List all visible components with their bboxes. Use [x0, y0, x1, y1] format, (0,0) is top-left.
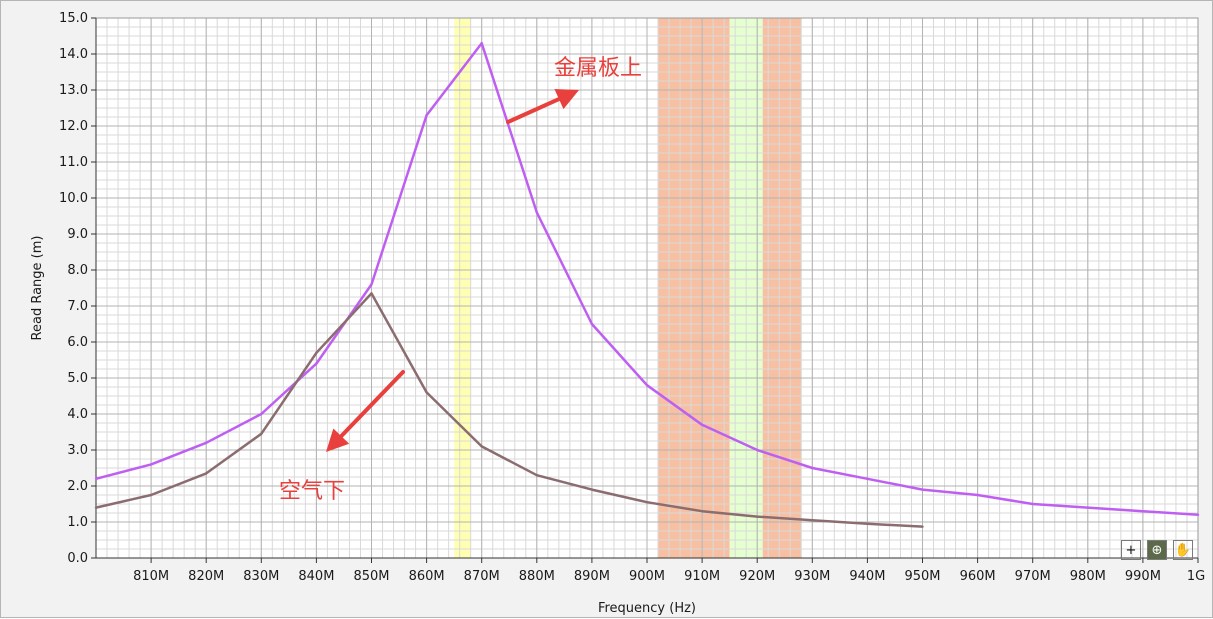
- series-1-point: [535, 211, 538, 214]
- series-2-point: [370, 292, 373, 295]
- series-1-point: [976, 493, 979, 497]
- tick-labels: 0.0 1.0 2.0 3.0 4.0 5.0 6.0 7.0 8.0 9.0 10.0 11.0 12…: [59, 11, 1205, 584]
- x-tick-label: 980M: [1070, 569, 1106, 584]
- series-2-point: [590, 488, 594, 491]
- x-tick-label: 950M: [904, 569, 940, 584]
- series-1-point: [205, 441, 208, 444]
- annotation-label-1: 金属板上: [554, 56, 642, 81]
- series-1-point: [1031, 502, 1034, 506]
- y-tick-label: 10.0: [59, 191, 88, 206]
- x-tick-label: 850M: [353, 569, 389, 584]
- series-1-point: [921, 488, 924, 491]
- annotation-label-2: 空气下: [279, 479, 345, 504]
- annotation-arrow-2-shaft: [339, 370, 405, 439]
- axes: [91, 17, 1199, 563]
- series-1-point: [645, 384, 649, 387]
- x-tick-label: 820M: [188, 569, 224, 584]
- y-tick-label: 13.0: [59, 83, 88, 98]
- series-1-point: [94, 477, 98, 480]
- series-1-point: [866, 477, 869, 480]
- x-tick-label: 810M: [133, 569, 169, 584]
- y-tick-label: 7.0: [67, 299, 88, 314]
- y-tick-label: 14.0: [59, 47, 88, 62]
- y-tick-label: 4.0: [67, 407, 88, 422]
- series-2-point: [645, 501, 649, 504]
- x-tick-label: 930M: [794, 569, 830, 584]
- y-tick-label: 0.0: [67, 551, 88, 566]
- series-2-point: [921, 525, 924, 528]
- series-1-point: [149, 463, 153, 466]
- series-1-point: [370, 283, 373, 286]
- series-1-point: [1196, 513, 1200, 516]
- series-1-point: [756, 448, 759, 452]
- y-tick-label: 8.0: [67, 263, 88, 278]
- crosshair-icon: +: [1125, 542, 1137, 558]
- y-tick-label: 6.0: [67, 335, 88, 350]
- series-1-point: [700, 423, 704, 426]
- x-tick-label: 880M: [519, 569, 555, 584]
- x-axis-title: Frequency (Hz): [598, 601, 696, 616]
- series-2-point: [700, 510, 704, 513]
- series-2-point: [94, 506, 98, 509]
- x-tick-label: 860M: [409, 569, 445, 584]
- y-tick-label: 11.0: [59, 155, 88, 170]
- series-2-point: [756, 515, 759, 518]
- series-2-point: [425, 391, 428, 394]
- y-tick-label: 2.0: [67, 479, 88, 494]
- series-2-point: [811, 519, 814, 522]
- x-tick-label: 870M: [464, 569, 500, 584]
- series-1-point: [1141, 510, 1145, 513]
- series-1-point: [811, 466, 814, 470]
- x-tick-label: 960M: [960, 569, 996, 584]
- x-tick-label: 910M: [684, 569, 720, 584]
- series-line-2: [95, 292, 923, 528]
- grid: [95, 17, 1199, 559]
- series-1-point: [260, 412, 263, 416]
- crosshair-cursor-button[interactable]: +: [1121, 540, 1141, 560]
- x-tick-label: 830M: [243, 569, 279, 584]
- x-tick-label: 890M: [574, 569, 610, 584]
- y-axis-title: Read Range (m): [30, 236, 45, 341]
- series-1-point: [315, 362, 318, 365]
- annotation-arrow-1-head: [554, 89, 579, 110]
- y-tick-label: 3.0: [67, 443, 88, 458]
- y-tick-label: 12.0: [59, 119, 88, 134]
- annotation-arrow-1-shaft: [506, 97, 561, 124]
- zoom-button[interactable]: ⊕: [1147, 540, 1167, 560]
- x-tick-label: 990M: [1125, 569, 1161, 584]
- x-tick-label: 970M: [1015, 569, 1051, 584]
- y-tick-label: 15.0: [59, 11, 88, 26]
- x-tick-label: 940M: [849, 569, 885, 584]
- series-2-point: [260, 432, 263, 435]
- x-tick-label: 1G: [1187, 569, 1205, 584]
- y-tick-label: 9.0: [67, 227, 88, 242]
- hand-pan-icon: ✋: [1174, 542, 1192, 558]
- y-tick-label: 5.0: [67, 371, 88, 386]
- zoom-icon: ⊕: [1151, 542, 1163, 558]
- pan-button[interactable]: ✋: [1173, 540, 1193, 560]
- series-1-point: [425, 114, 428, 117]
- series-1-point: [590, 322, 594, 326]
- series-2-point: [315, 351, 318, 354]
- series-2-point: [480, 445, 483, 448]
- x-tick-label: 920M: [739, 569, 775, 584]
- data-series: [94, 41, 1200, 528]
- series-2-point: [535, 474, 538, 477]
- series-1-point: [1086, 506, 1090, 509]
- series-2-point: [149, 493, 153, 497]
- y-tick-label: 1.0: [67, 515, 88, 530]
- series-1-point: [480, 42, 483, 45]
- x-tick-label: 900M: [629, 569, 665, 584]
- annotation-arrow-2-head: [326, 428, 350, 452]
- x-tick-label: 840M: [298, 569, 334, 584]
- series-2-point: [205, 472, 208, 475]
- series-2-point: [866, 522, 869, 525]
